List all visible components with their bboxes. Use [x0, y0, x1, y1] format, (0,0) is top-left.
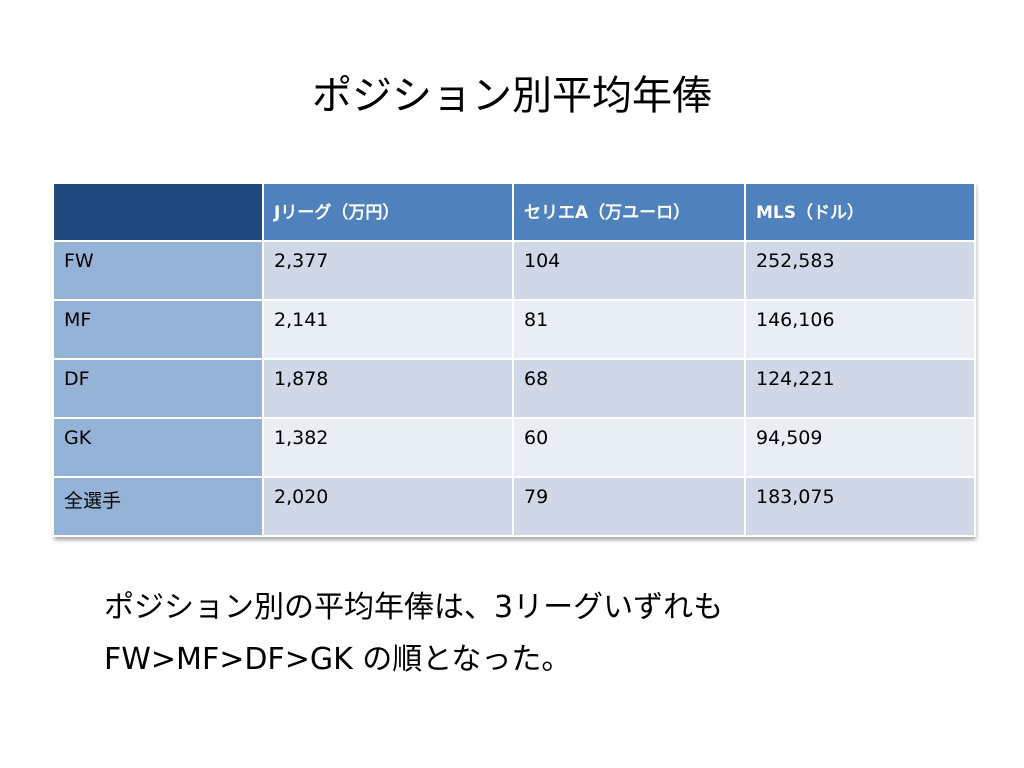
cell-serie-a: 79: [512, 476, 746, 537]
cell-mls: 146,106: [744, 299, 976, 360]
cell-serie-a: 60: [512, 417, 746, 478]
cell-serie-a: 104: [512, 240, 746, 301]
cell-mls: 183,075: [744, 476, 976, 537]
header-serie-a: セリエA（万ユーロ）: [512, 182, 746, 242]
row-label: GK: [52, 417, 264, 478]
table-row: GK 1,382 60 94,509: [52, 417, 976, 478]
table-row: 全選手 2,020 79 183,075: [52, 476, 976, 537]
summary-line-1: ポジション別の平均年俸は、3リーグいずれも: [104, 590, 724, 625]
cell-serie-a: 81: [512, 299, 746, 360]
cell-j-league: 2,020: [262, 476, 514, 537]
cell-serie-a: 68: [512, 358, 746, 419]
table-row: DF 1,878 68 124,221: [52, 358, 976, 419]
cell-mls: 94,509: [744, 417, 976, 478]
header-j-league: Jリーグ（万円）: [262, 182, 514, 242]
table-header-row: Jリーグ（万円） セリエA（万ユーロ） MLS（ドル）: [52, 182, 976, 242]
cell-j-league: 1,382: [262, 417, 514, 478]
slide-title: ポジション別平均年俸: [312, 73, 712, 119]
summary-line-2: FW>MF>DF>GK の順となった。: [104, 642, 572, 677]
cell-mls: 124,221: [744, 358, 976, 419]
summary-text: ポジション別の平均年俸は、3リーグいずれも FW>MF>DF>GK の順となった…: [104, 582, 984, 686]
cell-mls: 252,583: [744, 240, 976, 301]
header-corner: [52, 182, 264, 242]
row-label: MF: [52, 299, 264, 360]
row-label: FW: [52, 240, 264, 301]
row-label: DF: [52, 358, 264, 419]
table-row: FW 2,377 104 252,583: [52, 240, 976, 301]
table-row: MF 2,141 81 146,106: [52, 299, 976, 360]
row-label: 全選手: [52, 476, 264, 537]
cell-j-league: 1,878: [262, 358, 514, 419]
cell-j-league: 2,377: [262, 240, 514, 301]
salary-table: Jリーグ（万円） セリエA（万ユーロ） MLS（ドル） FW 2,377 104…: [52, 182, 976, 537]
cell-j-league: 2,141: [262, 299, 514, 360]
header-mls: MLS（ドル）: [744, 182, 976, 242]
